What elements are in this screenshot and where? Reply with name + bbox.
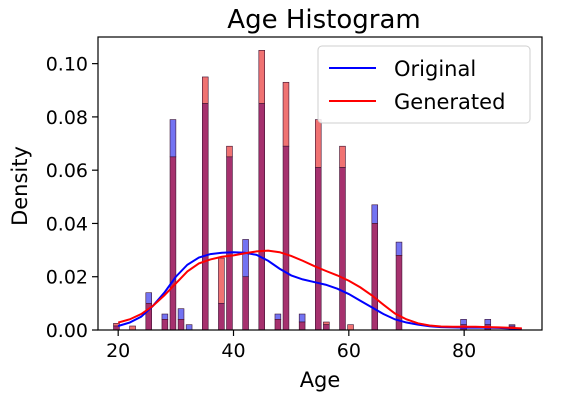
histogram-bar-generated — [282, 81, 290, 147]
legend-label-original: Original — [394, 57, 476, 81]
histogram-bar-original — [185, 324, 193, 331]
histogram-bar-generated — [226, 145, 233, 158]
histogram-bar-original — [371, 204, 379, 224]
chart-title: Age Histogram — [227, 5, 420, 35]
legend-box — [317, 45, 531, 124]
overlap-histogram — [113, 103, 516, 331]
legend-label-generated: Generated — [394, 90, 505, 114]
histogram-bar-overlap — [371, 223, 379, 331]
histogram-bar-original — [169, 119, 177, 158]
histogram-bar-overlap — [177, 319, 185, 331]
histogram-bar-original — [161, 313, 169, 320]
histogram-bar-overlap — [226, 156, 233, 331]
histogram-bar-overlap — [323, 324, 330, 331]
histogram-bar-generated — [202, 76, 209, 104]
y-axis-ticks: 0.00 0.02 0.04 0.06 0.08 0.10 — [46, 54, 98, 342]
histogram-bar-original — [298, 313, 306, 323]
histogram-bar-overlap — [258, 103, 265, 331]
histogram-bar-overlap — [339, 167, 346, 331]
histogram-bar-original — [242, 239, 249, 278]
legend: Original Generated — [317, 45, 531, 124]
x-axis-ticks: 20 40 60 80 — [106, 330, 476, 362]
generated-kde-line — [117, 249, 522, 330]
y-tick-label: 0.08 — [46, 107, 88, 129]
histogram-bar-original — [177, 308, 185, 320]
histogram-bar-overlap — [274, 319, 282, 331]
y-tick-label: 0.04 — [46, 213, 88, 235]
histogram-bar-generated — [315, 119, 322, 168]
histogram-bar-overlap — [218, 303, 225, 331]
histogram-bar-overlap — [242, 276, 249, 331]
histogram-bar-original — [460, 319, 467, 325]
x-tick-label: 80 — [452, 340, 476, 362]
y-axis-label: Density — [8, 146, 32, 226]
histogram-bar-generated — [347, 324, 354, 331]
x-tick-label: 40 — [221, 340, 245, 362]
y-tick-label: 0.10 — [46, 54, 88, 76]
generated-histogram — [113, 50, 354, 331]
histogram-bar-original — [484, 319, 492, 325]
histogram-bar-original — [395, 241, 403, 256]
x-tick-label: 60 — [337, 340, 361, 362]
histogram-bar-generated — [218, 257, 225, 304]
x-axis-label: Age — [300, 368, 341, 392]
plot-area — [113, 50, 522, 331]
histogram-bar-overlap — [298, 321, 306, 331]
histogram-bar-overlap — [282, 145, 290, 331]
histogram-bar-original — [145, 292, 152, 304]
histogram-bar-overlap — [169, 156, 177, 331]
y-tick-label: 0.06 — [46, 160, 88, 182]
original-histogram — [145, 119, 516, 331]
histogram-bar-generated — [339, 145, 346, 168]
histogram-bar-overlap — [161, 319, 169, 331]
histogram-bar-generated — [323, 321, 330, 325]
histogram-bar-overlap — [395, 255, 403, 331]
y-tick-label: 0.02 — [46, 267, 88, 289]
histogram-bar-overlap — [202, 103, 209, 331]
histogram-bar-generated — [258, 50, 265, 104]
histogram-bar-original — [274, 313, 282, 320]
histogram-bar-overlap — [315, 167, 322, 331]
x-tick-label: 20 — [106, 340, 130, 362]
y-tick-label: 0.00 — [46, 320, 88, 342]
plot-frame — [97, 36, 543, 331]
